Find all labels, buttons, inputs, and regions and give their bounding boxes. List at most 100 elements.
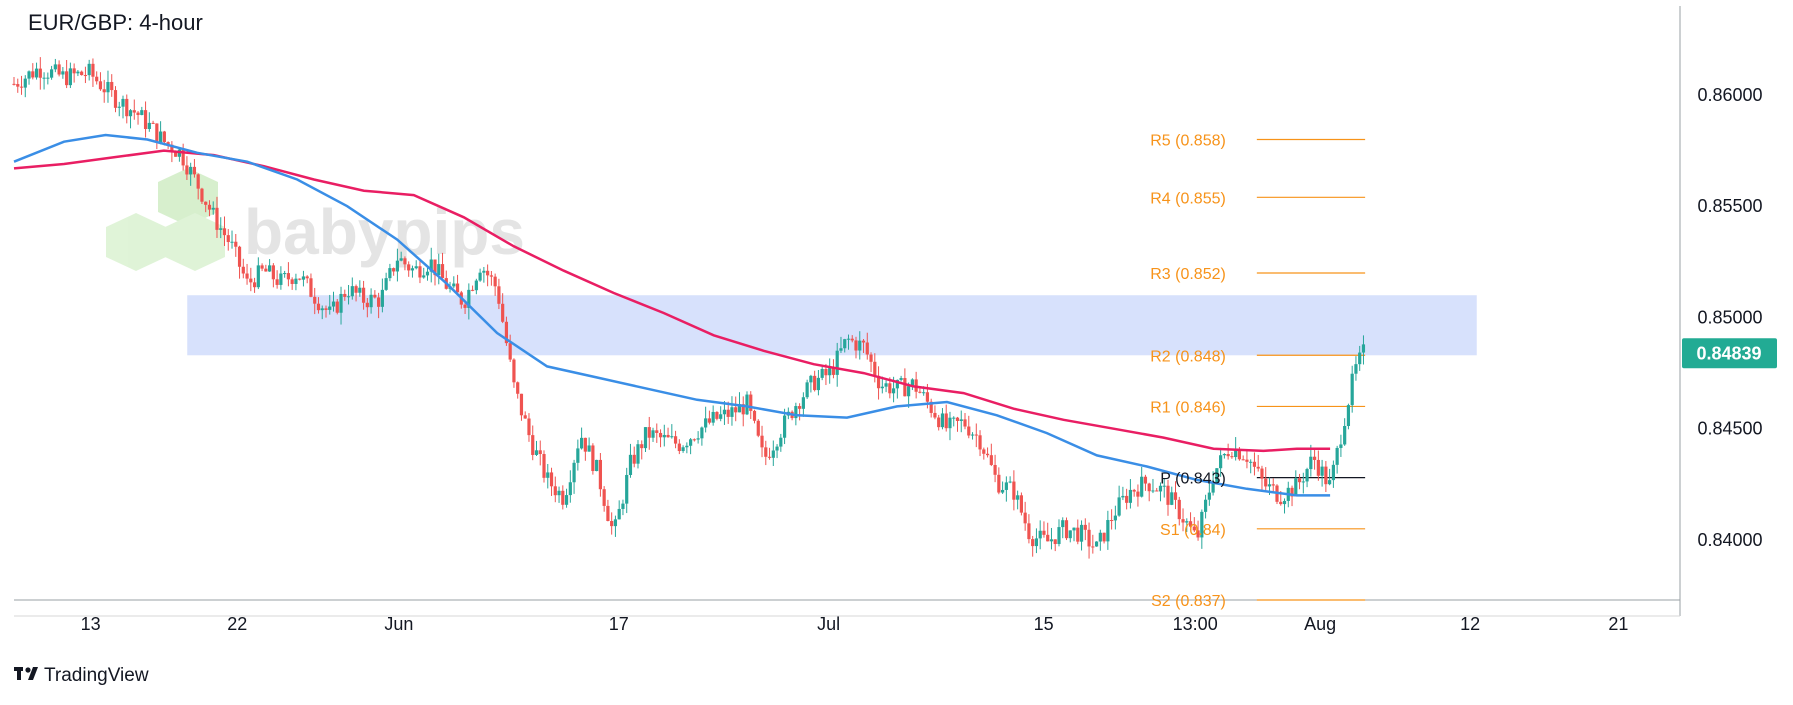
candle-body [775,446,779,451]
candle-body [365,302,369,308]
candle-body [42,77,46,79]
candle-body [568,482,572,496]
candle-body [760,435,764,448]
candle-body [271,265,275,280]
candle-body [903,378,907,397]
candle-body [922,392,926,394]
candle-body [516,382,520,394]
candle-body [1249,461,1253,463]
x-tick-label: Jul [817,614,840,634]
candle-body [245,273,249,279]
candle-body [113,90,118,108]
candle-body [237,246,242,267]
resistance-zone [187,295,1477,356]
candle-body [49,69,54,78]
candle-body [1094,541,1099,547]
candle-body [534,450,539,455]
candle-body [260,265,264,269]
candle-body [373,294,377,298]
tradingview-logo: TradingView [14,665,149,686]
candle-body [846,338,851,340]
candle-body [828,368,832,376]
candle-body [1031,539,1035,547]
candle-body [1049,539,1054,542]
candle-body [98,81,103,90]
candle-body [1361,344,1366,353]
candle-body [767,456,772,458]
candle-body [989,455,993,465]
candle-body [46,77,50,79]
candle-body [279,273,283,285]
candle-body [647,427,651,438]
candle-body [286,273,291,280]
candle-body [53,64,57,70]
candle-body [1110,520,1114,522]
candle-body [125,98,129,117]
candle-body [715,411,719,419]
tv-logo-mark-dot [25,667,31,673]
candle-body [407,264,411,271]
candle-body [993,464,997,475]
candle-body [1335,447,1339,465]
candle-body [1230,456,1234,458]
candle-body [1038,530,1042,539]
candle-body [628,454,633,475]
candle-body [677,443,681,452]
candle-body [1324,466,1328,485]
candle-body [1312,456,1317,460]
candle-body [1316,459,1320,476]
watermark-hex-left [106,213,166,271]
candle-body [884,383,888,387]
candle-body [189,166,193,175]
candle-body [576,448,580,463]
candle-body [1211,482,1215,493]
pivot-label: P (0.843) [1160,471,1226,488]
candle-body [1102,532,1106,542]
candle-body [388,268,392,279]
candle-body [613,519,618,527]
candle-body [839,348,843,351]
candle-body [132,110,136,113]
candle-body [700,427,704,439]
candle-body [598,459,602,490]
candle-body [553,486,557,496]
candle-body [1053,539,1057,545]
candle-body [158,131,163,143]
candle-body [643,427,648,449]
candle-body [23,78,27,88]
candle-body [606,505,610,521]
candle-body [711,411,715,423]
candle-body [241,266,245,274]
candle-body [200,188,204,202]
ma-fast-line [13,133,1331,497]
candle-body [651,430,655,438]
candle-body [970,434,975,436]
candle-body [809,375,813,383]
watermark-hex-right [165,213,225,271]
candle-body [719,414,723,419]
candle-body [1121,495,1125,498]
candle-body [331,301,336,307]
candle-body [1170,492,1174,505]
candle-body [1200,511,1204,538]
candle-body [38,68,42,78]
candle-body [204,201,208,205]
candle-body [1061,520,1065,528]
y-tick-label: 0.86000 [1697,85,1762,105]
candle-body [501,303,505,322]
x-tick-label: 15 [1034,614,1054,634]
candle-body [940,413,945,428]
y-tick-label: 0.85000 [1697,307,1762,327]
candle-body [1019,495,1023,513]
candle-body [1241,459,1245,461]
candle-body [952,417,956,419]
candle-body [429,259,433,272]
candle-body [1234,448,1238,458]
candle-body [1162,485,1166,487]
candle-body [918,391,922,393]
candle-body [967,426,971,436]
candle-body [27,71,31,79]
pivot-label: S1 (0.84) [1160,522,1226,539]
candle-body [418,266,422,278]
